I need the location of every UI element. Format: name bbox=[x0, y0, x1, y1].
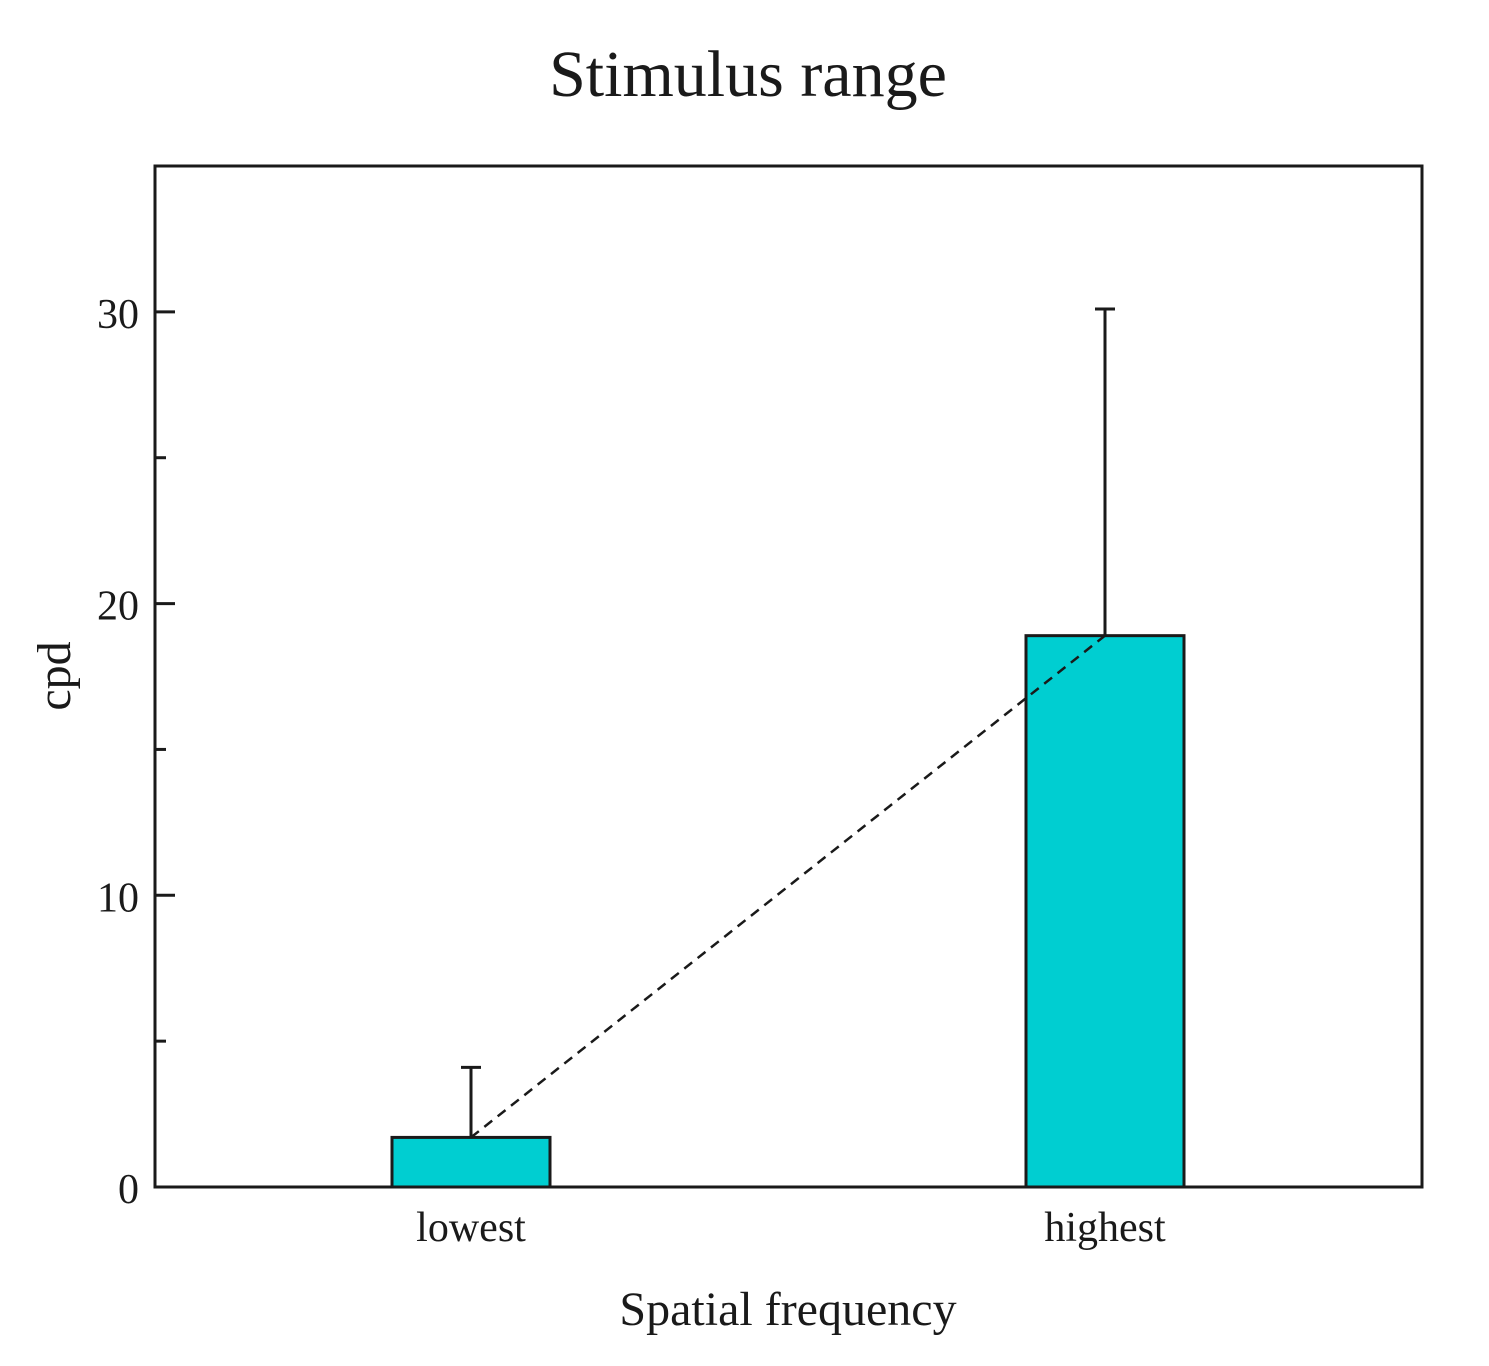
plot-frame bbox=[153, 164, 1424, 1189]
x-tick-label-lowest: lowest bbox=[416, 1205, 526, 1251]
y-tick-label-0: 0 bbox=[118, 1167, 139, 1213]
bar-lowest bbox=[390, 1135, 552, 1189]
bar-highest bbox=[1024, 634, 1186, 1189]
chart-title: Stimulus range bbox=[549, 38, 947, 111]
y-tick-label-20: 20 bbox=[97, 584, 139, 630]
x-tick-label-highest: highest bbox=[1044, 1205, 1166, 1251]
y-tick-label-30: 30 bbox=[97, 292, 139, 338]
dashed-connector-line bbox=[470, 634, 1106, 1139]
y-tick-label-10: 10 bbox=[97, 875, 139, 921]
x-axis-label: Spatial frequency bbox=[619, 1283, 956, 1336]
y-axis-label: cpd bbox=[28, 641, 81, 710]
marks-layer: 0 10 20 30 lowest highest bbox=[97, 292, 1186, 1251]
